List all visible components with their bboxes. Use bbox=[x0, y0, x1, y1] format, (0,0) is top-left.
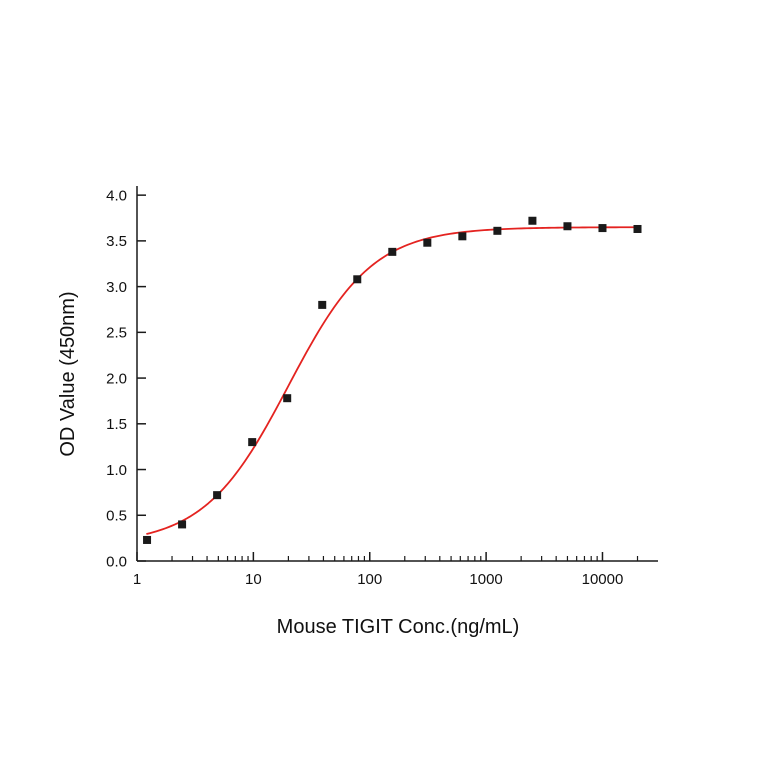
data-point bbox=[563, 222, 572, 231]
data-point bbox=[458, 232, 467, 241]
y-tick-label: 0.5 bbox=[106, 508, 127, 525]
data-point bbox=[353, 275, 362, 284]
data-point bbox=[143, 535, 152, 544]
y-tick-label: 3.5 bbox=[106, 233, 127, 250]
data-point bbox=[213, 491, 222, 500]
fit-curve bbox=[146, 226, 639, 535]
plot-area: 1 10 100 1000 10000 0.0 0.5 1.0 1.5 2.0 2.5 3.0 3.5 4… bbox=[106, 186, 658, 588]
x-tick-label: 10000 bbox=[582, 571, 624, 588]
data-point bbox=[318, 300, 327, 309]
data-point bbox=[493, 226, 502, 235]
x-tick-label: 1 bbox=[133, 571, 141, 588]
y-tick-label: 1.0 bbox=[106, 462, 127, 479]
y-tick-label: 1.5 bbox=[106, 416, 127, 433]
y-axis-title: OD Value (450nm) bbox=[57, 291, 79, 456]
y-tick-label: 2.5 bbox=[106, 325, 127, 342]
y-tick-label: 4.0 bbox=[106, 187, 127, 204]
data-point bbox=[423, 238, 432, 247]
x-axis-title: Mouse TIGIT Conc.(ng/mL) bbox=[277, 616, 520, 638]
data-point bbox=[633, 224, 642, 233]
x-tick-label: 100 bbox=[357, 571, 382, 588]
data-point bbox=[528, 216, 537, 225]
y-tick-label: 3.0 bbox=[106, 279, 127, 296]
data-point bbox=[283, 394, 292, 403]
y-tick-label: 0.0 bbox=[106, 553, 127, 570]
y-tick-label: 2.0 bbox=[106, 370, 127, 387]
data-point bbox=[248, 438, 257, 447]
x-tick-label: 10 bbox=[245, 571, 262, 588]
x-tick-label: 1000 bbox=[469, 571, 502, 588]
data-point bbox=[598, 224, 607, 233]
data-point bbox=[178, 520, 187, 529]
data-point bbox=[388, 247, 397, 256]
